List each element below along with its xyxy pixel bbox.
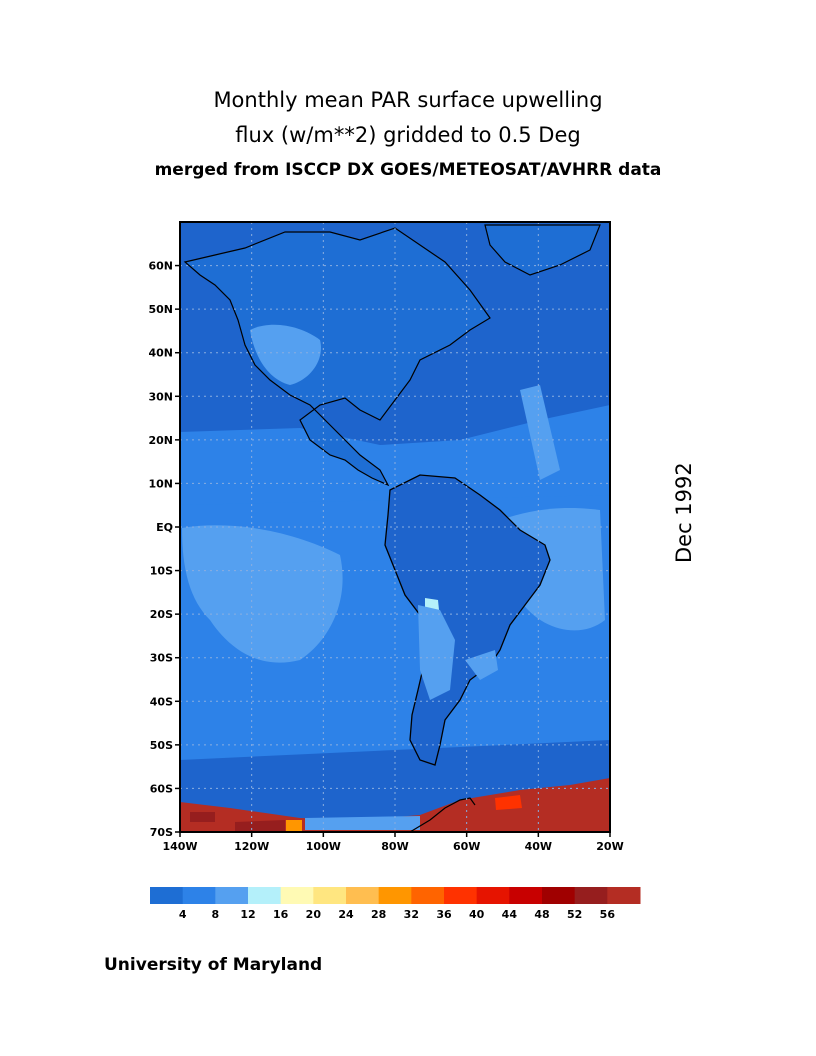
antarctic-dark-zone (190, 812, 285, 832)
lon-tick-label: 20W (596, 840, 623, 853)
south-pacific-light-zone (182, 525, 343, 663)
colorbar-label: 44 (502, 908, 518, 921)
antarctic-peninsula-outline (409, 797, 476, 832)
credit-label: University of Maryland (104, 955, 323, 975)
colorbar-swatch (313, 887, 347, 904)
colorbar-swatch (607, 887, 641, 904)
colorbar-swatch (411, 887, 445, 904)
colorbar-label: 36 (436, 908, 452, 921)
colorbar: 4 8 12 16 20 24 28 32 36 40 44 48 52 56 (150, 887, 641, 921)
latitude-axis: 60N 50N 40N 30N 20N 10N EQ 10S 20S 30S 40S 50S 60S 70… (148, 260, 180, 839)
colorbar-swatch (476, 887, 510, 904)
lat-tick-label: 10S (150, 565, 173, 578)
lat-tick-label: EQ (156, 521, 173, 534)
lat-tick-label: 30S (150, 652, 173, 665)
lat-tick-label: 60S (150, 782, 173, 795)
lon-tick-label: 140W (162, 840, 197, 853)
lat-tick-label: 70S (150, 826, 173, 839)
colorbar-swatch (215, 887, 249, 904)
antarctic-light-strip (305, 816, 420, 830)
antarctic-orange-zone (286, 820, 302, 832)
title-line-2: flux (w/m**2) gridded to 0.5 Deg (235, 123, 581, 147)
colorbar-label: 52 (567, 908, 582, 921)
colorbar-label: 8 (212, 908, 220, 921)
lat-tick-label: 30N (148, 390, 173, 403)
colorbar-swatch (444, 887, 478, 904)
lat-tick-label: 60N (148, 260, 173, 273)
lon-tick-label: 100W (306, 840, 341, 853)
antarctic-red-zone (495, 795, 522, 810)
colorbar-swatch (150, 887, 184, 904)
andes-medium-zone (418, 605, 455, 700)
title-line-1: Monthly mean PAR surface upwelling (213, 88, 603, 112)
colorbar-label: 20 (306, 908, 322, 921)
colorbar-label: 28 (371, 908, 386, 921)
lat-tick-label: 20N (148, 434, 173, 447)
lon-tick-label: 120W (234, 840, 269, 853)
title-line-3: merged from ISCCP DX GOES/METEOSAT/AVHRR… (154, 160, 662, 180)
colorbar-label: 12 (240, 908, 255, 921)
colorbar-swatch (346, 887, 380, 904)
lat-tick-label: 40N (148, 347, 173, 360)
longitude-axis: 140W 120W 100W 80W 60W 40W 20W (162, 832, 624, 853)
lat-tick-label: 10N (148, 477, 173, 490)
lon-tick-label: 60W (453, 840, 480, 853)
colorbar-swatch (542, 887, 576, 904)
antarctic-zone (180, 778, 610, 832)
colorbar-label: 4 (179, 908, 187, 921)
north-america-land (183, 227, 491, 487)
lat-tick-label: 50N (148, 303, 173, 316)
colorbar-label: 48 (534, 908, 549, 921)
colorbar-swatch (574, 887, 608, 904)
colorbar-swatch (378, 887, 412, 904)
colorbar-label: 24 (338, 908, 354, 921)
greenland-land (484, 224, 601, 276)
colorbar-swatch (182, 887, 216, 904)
colorbar-swatch (280, 887, 314, 904)
lon-tick-label: 80W (381, 840, 408, 853)
colorbar-swatch (509, 887, 543, 904)
lat-tick-label: 20S (150, 608, 173, 621)
colorbar-label: 56 (600, 908, 616, 921)
colorbar-label: 16 (273, 908, 289, 921)
lat-tick-label: 50S (150, 739, 173, 752)
lat-tick-label: 40S (150, 695, 173, 708)
colorbar-label: 40 (469, 908, 485, 921)
us-interior-light-zone (250, 324, 321, 385)
colorbar-label: 32 (404, 908, 419, 921)
atlantic-light-stripe (520, 385, 560, 480)
lon-tick-label: 40W (525, 840, 552, 853)
colorbar-swatch (248, 887, 282, 904)
pampas-light-zone (465, 650, 498, 680)
